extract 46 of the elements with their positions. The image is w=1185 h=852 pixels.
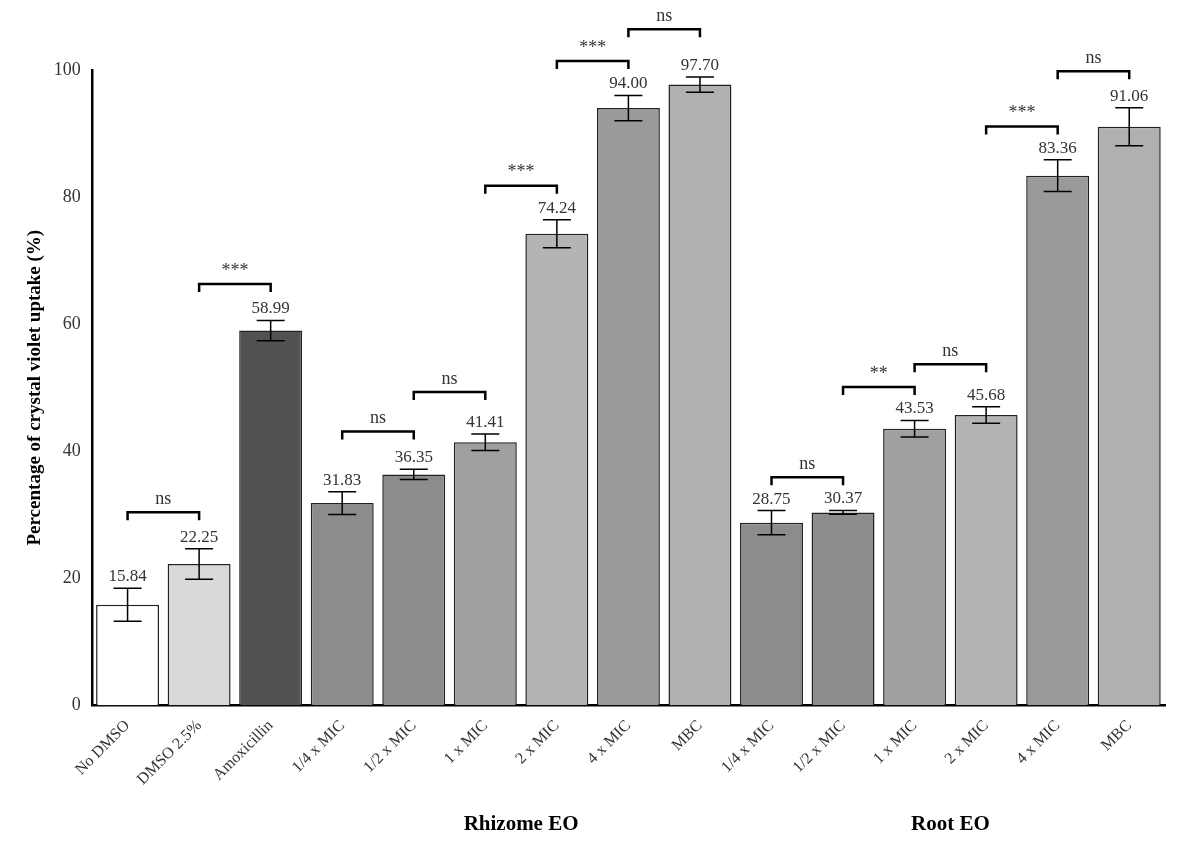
text: *** (579, 36, 607, 57)
annotation: *** (1008, 102, 1036, 123)
x-tick-label: 1 x MIC (440, 716, 491, 767)
annotation: ns (155, 487, 172, 508)
annotation: *** (507, 161, 535, 182)
annotation: ns (942, 339, 959, 360)
data-label: 22.25 (179, 526, 219, 546)
x-tick-label: 1/2 x MIC (788, 716, 849, 776)
y-tick-label: 60 (62, 312, 81, 333)
data-label: 41.41 (466, 411, 505, 431)
annotation: ns (799, 452, 816, 473)
x-tick-label: 2 x MIC (511, 716, 562, 767)
x-tick-label: 2 x MIC (940, 716, 992, 767)
data-label: 31.83 (323, 469, 362, 489)
x-tick-label: 1/4 x MIC (288, 716, 348, 776)
x-tick-label: 1 x MIC (869, 716, 920, 767)
x-tick-label: 4 x MIC (583, 716, 634, 767)
data-label: 36.35 (394, 447, 433, 467)
data-label: 30.37 (823, 488, 863, 508)
y-tick-label: 0 (71, 694, 81, 715)
y-tick-label: 20 (62, 567, 81, 587)
x-tick-label: 1/4 x MIC (717, 716, 777, 776)
data-label: 74.24 (537, 197, 577, 217)
text: Rhizome EO (463, 810, 579, 835)
data-label: 97.70 (680, 54, 720, 74)
text: Root EO (910, 810, 990, 835)
data-label: 83.36 (1038, 137, 1077, 157)
data-label: 91.06 (1110, 85, 1149, 105)
data-label: 94.00 (609, 73, 648, 93)
y-tick-label: 40 (62, 439, 81, 460)
annotation: ns (441, 367, 458, 388)
y-tick-label: 100 (53, 58, 81, 79)
data-label: 58.99 (251, 298, 290, 318)
data-label: 45.68 (967, 384, 1006, 404)
text: ns (656, 5, 673, 26)
annotation: ** (869, 362, 888, 383)
y-axis-title: Percentage of crystal violet uptake (%) (23, 229, 46, 546)
y-tick-label: 80 (62, 185, 81, 206)
annotation: *** (221, 259, 249, 280)
x-tick-label: 1/2 x MIC (359, 716, 419, 776)
data-label: 28.75 (752, 488, 791, 508)
data-label: 15.84 (108, 566, 148, 586)
annotation: ns (369, 407, 386, 428)
x-tick-label: 4 x MIC (1012, 716, 1063, 767)
text: ns (1085, 47, 1102, 68)
data-label: 43.53 (895, 398, 934, 418)
